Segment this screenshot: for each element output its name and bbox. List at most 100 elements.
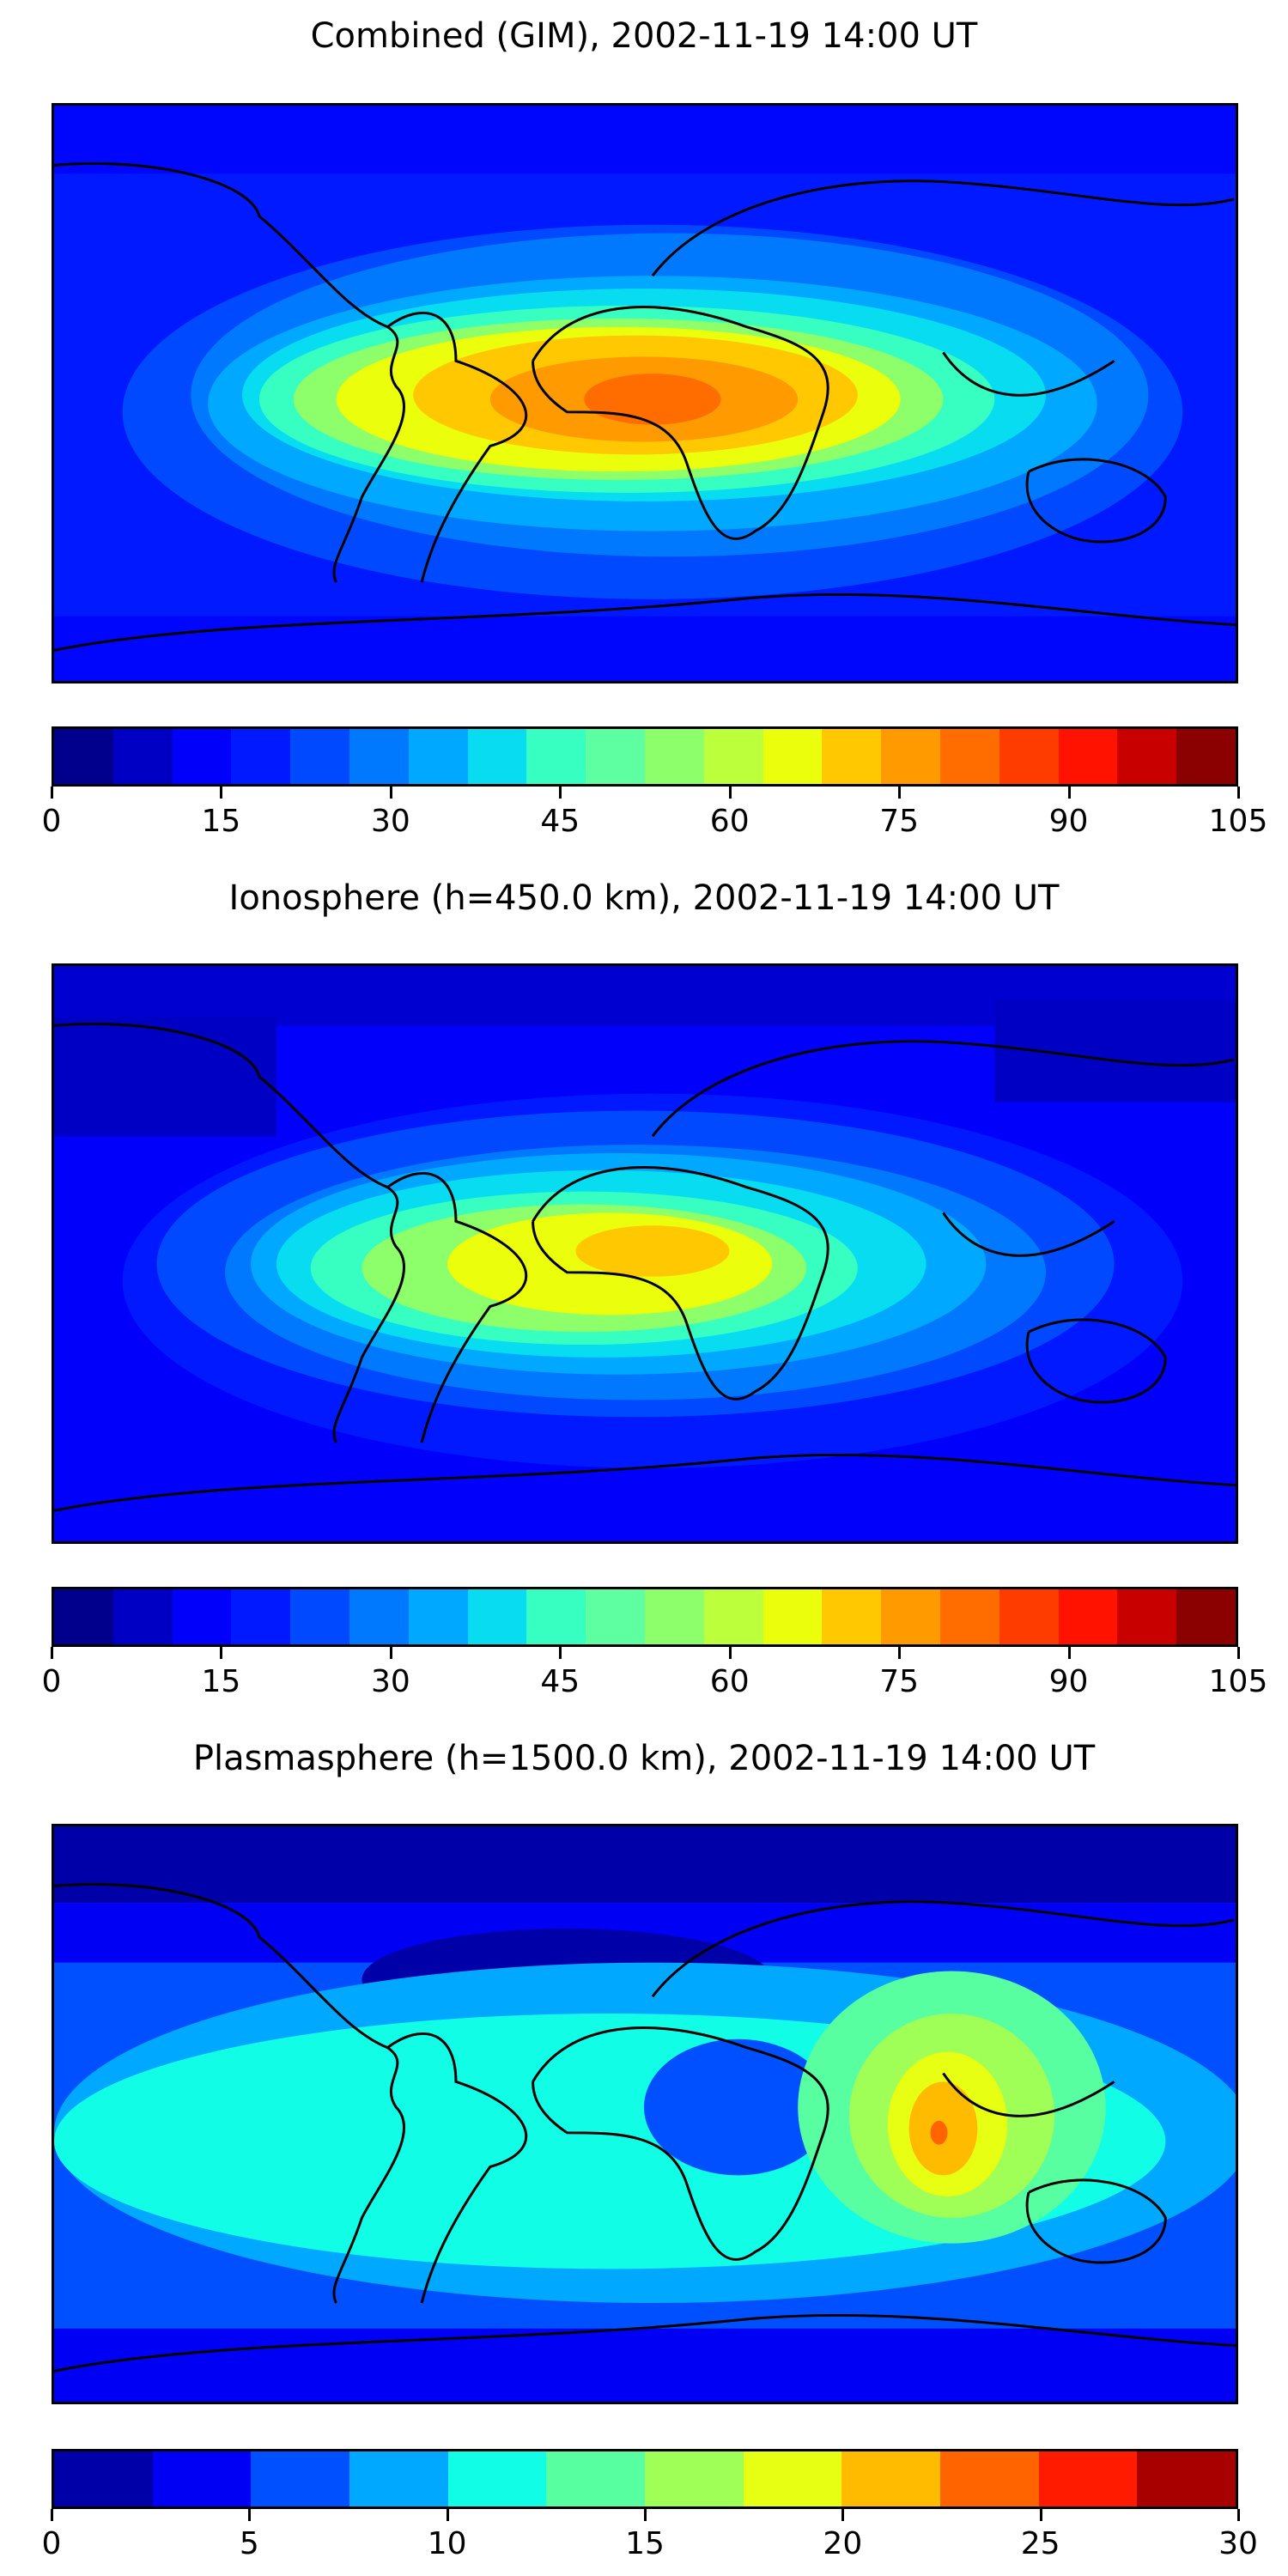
colorbar-tick-label: 15 [201, 804, 241, 839]
colorbar-tick-mark [898, 1647, 902, 1659]
colorbar-segment [349, 729, 409, 784]
colorbar-tick-mark [728, 787, 732, 799]
colorbar-tick-mark [841, 2509, 845, 2521]
colorbar-tick-mark [389, 1647, 392, 1659]
colorbar-tick-mark [51, 787, 53, 799]
colorbar-segment [172, 729, 232, 784]
colorbar-tick-label: 45 [540, 804, 580, 839]
colorbar-segment [762, 1589, 823, 1644]
colorbar-segment [743, 2451, 842, 2506]
colorbar-combined [52, 726, 1238, 787]
colorbar-segment [290, 729, 349, 784]
colorbar-segment [467, 1589, 527, 1644]
colorbar-tick-mark [559, 1647, 562, 1659]
colorbar-ticks-combined: 0 15 30 45 60 75 90 105 [42, 787, 1267, 839]
colorbar-segment [112, 729, 173, 784]
colorbar-tick-label: 60 [709, 1664, 750, 1699]
colorbar-segment [54, 1589, 113, 1644]
map-plasmasphere [52, 1824, 1238, 2404]
colorbar-segment [999, 1589, 1059, 1644]
map-svg-plasmasphere [54, 1826, 1236, 2402]
colorbar-tick-label: 30 [370, 804, 410, 839]
colorbar-tick-label: 45 [540, 1664, 580, 1699]
colorbar-tick-label: 15 [201, 1664, 241, 1699]
colorbar-segment [251, 2451, 350, 2506]
colorbar-tick-mark [220, 1647, 223, 1659]
colorbar-segment [1058, 1589, 1118, 1644]
colorbar-tick-label: 75 [879, 804, 920, 839]
colorbar-segment [1058, 729, 1118, 784]
panel-title-ionosphere: Ionosphere (h=450.0 km), 2002-11-19 14:0… [228, 878, 1060, 918]
colorbar-segment [644, 1589, 704, 1644]
colorbar-segment [940, 2451, 1039, 2506]
colorbar-tick-mark [446, 2509, 449, 2521]
colorbar-segment [546, 2451, 646, 2506]
colorbar-segment [467, 729, 527, 784]
colorbar-segment [586, 729, 645, 784]
colorbar-tick-mark [1237, 2509, 1240, 2521]
colorbar-tick-label: 90 [1048, 1664, 1089, 1699]
colorbar-segment [703, 1589, 763, 1644]
colorbar-segment [1176, 1589, 1236, 1644]
colorbar-tick-mark [51, 1647, 53, 1659]
colorbar-segment [703, 729, 763, 784]
colorbar-tick-label: 0 [41, 2526, 62, 2561]
colorbar-segment [408, 729, 468, 784]
colorbar-tick-mark [1237, 1647, 1240, 1659]
colorbar-tick-mark [644, 2509, 647, 2521]
colorbar-segment [881, 1589, 940, 1644]
colorbar-tick-label: 105 [1208, 1664, 1268, 1699]
colorbar-segment [54, 2451, 153, 2506]
colorbar-tick-mark [220, 787, 223, 799]
map-svg-ionosphere [54, 966, 1236, 1541]
colorbar-tick-label: 30 [1218, 2526, 1258, 2561]
colorbar-tick-label: 105 [1208, 804, 1268, 839]
colorbar-segment [172, 1589, 232, 1644]
colorbar-ticks-plasmasphere: 0 5 10 15 20 25 30 [42, 2509, 1258, 2561]
colorbar-tick-mark [248, 2509, 252, 2521]
colorbar-segment [939, 1589, 999, 1644]
colorbar-tick-label: 30 [370, 1664, 410, 1699]
colorbar-tick-label: 10 [427, 2526, 467, 2561]
colorbar-tick-label: 75 [879, 1664, 920, 1699]
colorbar-segment [152, 2451, 252, 2506]
colorbar-segment [1117, 729, 1177, 784]
coastlines-plasmasphere [54, 1882, 1236, 2372]
colorbar-tick-mark [1067, 1647, 1071, 1659]
colorbar-segment [822, 729, 882, 784]
colorbar-tick-label: 15 [625, 2526, 665, 2561]
colorbar-tick-mark [1067, 787, 1071, 799]
colorbar-segment [231, 1589, 291, 1644]
colorbar-segment [408, 1589, 468, 1644]
colorbar-segment [645, 2451, 744, 2506]
colorbar-segment [1137, 2451, 1236, 2506]
colorbar-segment [526, 1589, 586, 1644]
colorbar-segment [822, 1589, 882, 1644]
colorbar-segment [939, 729, 999, 784]
colorbar-tick-mark [728, 1647, 732, 1659]
colorbar-segment [1176, 729, 1236, 784]
colorbar-tick-label: 20 [823, 2526, 863, 2561]
colorbar-segment [1117, 1589, 1177, 1644]
colorbar-segment [349, 2451, 448, 2506]
coastlines-combined [54, 161, 1236, 652]
colorbar-segment [881, 729, 940, 784]
colorbar-tick-label: 5 [239, 2526, 259, 2561]
map-ionosphere [52, 963, 1238, 1544]
colorbar-segment [447, 2451, 547, 2506]
colorbar-tick-label: 90 [1048, 804, 1089, 839]
panel-title-plasmasphere: Plasmasphere (h=1500.0 km), 2002-11-19 1… [192, 1739, 1096, 1778]
colorbar-segment [841, 2451, 941, 2506]
coastlines-ionosphere [54, 1022, 1236, 1512]
colorbar-tick-mark [51, 2509, 53, 2521]
colorbar-segment [644, 729, 704, 784]
panel-title-combined: Combined (GIM), 2002-11-19 14:00 UT [310, 16, 978, 56]
colorbar-tick-label: 0 [41, 804, 62, 839]
colorbar-plasmasphere [52, 2449, 1238, 2509]
colorbar-tick-label: 0 [41, 1664, 62, 1699]
colorbar-segment [586, 1589, 645, 1644]
colorbar-segment [526, 729, 586, 784]
colorbar-tick-mark [389, 787, 392, 799]
colorbar-segment [349, 1589, 409, 1644]
map-svg-combined [54, 106, 1236, 681]
